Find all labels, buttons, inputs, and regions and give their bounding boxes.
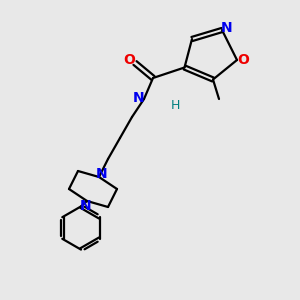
Text: O: O	[237, 53, 249, 67]
Text: H: H	[170, 99, 180, 112]
Text: O: O	[123, 53, 135, 67]
Text: N: N	[221, 22, 232, 35]
Text: N: N	[80, 199, 91, 212]
Text: N: N	[133, 91, 144, 104]
Text: N: N	[96, 167, 107, 181]
